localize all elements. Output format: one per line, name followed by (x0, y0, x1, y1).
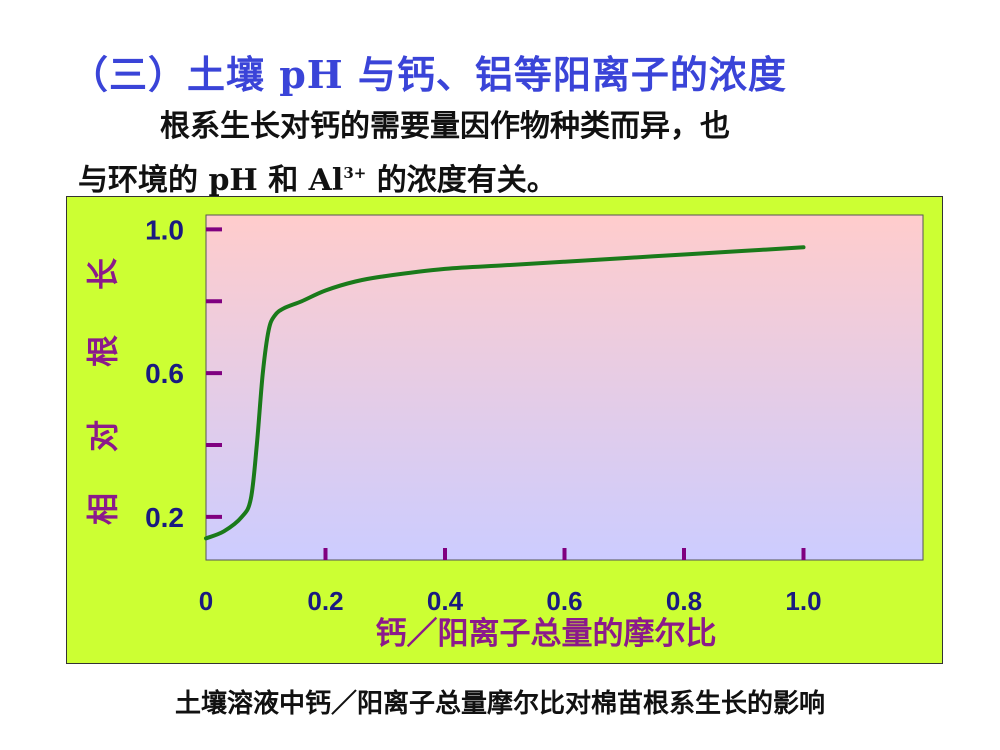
plot-area (205, 214, 924, 561)
paragraph-line-2: 与环境的 pH 和 Al3+ 的浓度有关。 (78, 150, 958, 204)
chart-svg: 0 0.2 0.4 0.6 0.8 1.0 1.0 0.6 0.2 相 对 根 长钙／阳离子总量的摩尔比 (84, 214, 924, 652)
slide-title: （三）土壤 pH 与钙、铝等阳离子的浓度 (70, 52, 787, 97)
y-axis-title-char: 根 (84, 335, 122, 367)
x-tick-label: 0 (199, 586, 213, 616)
x-tick-label: 0.2 (307, 586, 343, 616)
paragraph-line-2-start: 与环境的 pH 和 Al (78, 163, 344, 198)
y-axis-title-char: 长 (84, 258, 122, 290)
x-tick-label: 0.4 (427, 586, 464, 616)
y-tick-label: 1.0 (145, 214, 184, 245)
chart-panel: 0 0.2 0.4 0.6 0.8 1.0 1.0 0.6 0.2 相 对 根 长钙／阳离子总量的摩尔比 (66, 196, 943, 664)
y-tick-label: 0.6 (145, 358, 184, 389)
description-paragraph: 根系生长对钙的需要量因作物种类而异，也 与环境的 pH 和 Al3+ 的浓度有关… (78, 104, 958, 204)
x-axis-title: 钙／阳离子总量的摩尔比 (376, 616, 717, 652)
series-line (204, 245, 806, 541)
ion-charge-superscript: 3+ (343, 164, 367, 182)
x-tick-label: 0.6 (546, 586, 582, 616)
x-tick-label: 0.8 (666, 586, 702, 616)
y-tick-label: 0.2 (145, 502, 184, 533)
paragraph-line-1: 根系生长对钙的需要量因作物种类而异，也 (160, 109, 730, 144)
figure-caption: 土壤溶液中钙／阳离子总量摩尔比对棉苗根系生长的影响 (174, 689, 825, 719)
y-axis-title-char: 相 (84, 493, 122, 525)
x-tick-label: 1.0 (785, 586, 821, 616)
y-axis-title-char: 对 (84, 420, 122, 452)
paragraph-line-2-end: 的浓度有关。 (366, 163, 557, 198)
